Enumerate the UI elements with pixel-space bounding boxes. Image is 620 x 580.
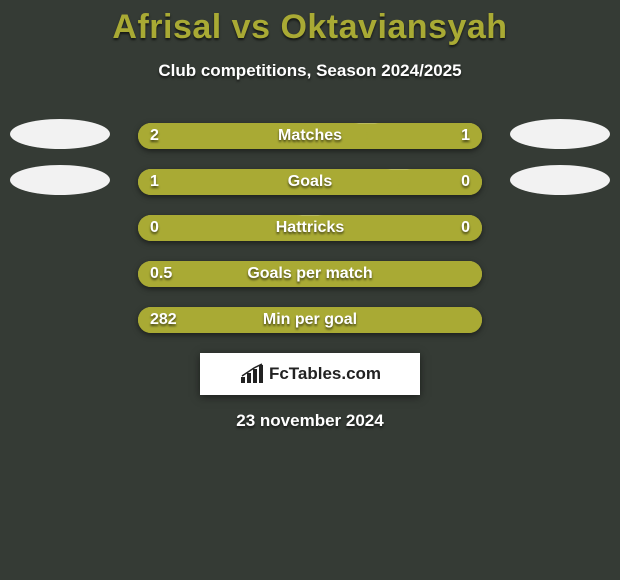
stat-label: Hattricks bbox=[138, 215, 482, 241]
player-photo-left bbox=[10, 165, 110, 195]
bars-icon bbox=[239, 363, 265, 385]
stat-label: Min per goal bbox=[138, 307, 482, 333]
page-title: Afrisal vs Oktaviansyah bbox=[0, 8, 620, 47]
stat-bar: 0.5Goals per match bbox=[138, 261, 482, 287]
stat-label: Matches bbox=[138, 123, 482, 149]
stat-bar: 282Min per goal bbox=[138, 307, 482, 333]
page-subtitle: Club competitions, Season 2024/2025 bbox=[0, 61, 620, 81]
stat-row: 0.5Goals per match bbox=[0, 261, 620, 287]
stat-row: 10Goals bbox=[0, 169, 620, 195]
stat-bar: 10Goals bbox=[138, 169, 482, 195]
stat-row: 21Matches bbox=[0, 123, 620, 149]
stat-row: 282Min per goal bbox=[0, 307, 620, 333]
stat-label: Goals bbox=[138, 169, 482, 195]
brand-inner: FcTables.com bbox=[239, 363, 381, 385]
brand-badge[interactable]: FcTables.com bbox=[200, 353, 420, 395]
player-photo-left bbox=[10, 119, 110, 149]
brand-text: FcTables.com bbox=[269, 364, 381, 384]
stat-label: Goals per match bbox=[138, 261, 482, 287]
stat-row: 00Hattricks bbox=[0, 215, 620, 241]
stats-list: 21Matches 10Goals 00Hattricks 0.5Goals per … bbox=[0, 123, 620, 333]
player-photo-right bbox=[510, 165, 610, 195]
stat-bar: 00Hattricks bbox=[138, 215, 482, 241]
stat-bar: 21Matches bbox=[138, 123, 482, 149]
player-photo-right bbox=[510, 119, 610, 149]
date-text: 23 november 2024 bbox=[0, 411, 620, 431]
comparison-card: Afrisal vs Oktaviansyah Club competition… bbox=[0, 0, 620, 431]
